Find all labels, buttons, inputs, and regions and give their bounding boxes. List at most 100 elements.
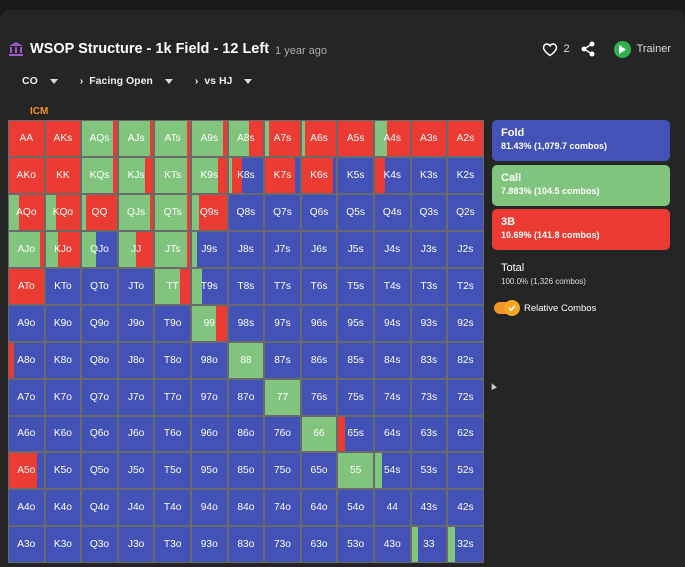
hand-cell[interactable]: A6s [300, 120, 338, 157]
hand-cell[interactable]: 72s [447, 378, 484, 416]
hand-cell[interactable]: J8s [227, 230, 265, 268]
toggle-switch[interactable] [494, 300, 520, 316]
hand-cell[interactable]: J4s [373, 230, 411, 268]
hand-cell[interactable]: AA [8, 120, 45, 157]
hand-cell[interactable]: A3o [8, 526, 45, 564]
hand-cell[interactable]: 53o [337, 526, 374, 564]
legend-fold[interactable]: Fold 81.43% (1,079.7 combos) [492, 120, 670, 161]
hand-cell[interactable]: QTs [154, 193, 191, 231]
hand-cell[interactable]: Q6o [81, 415, 118, 453]
hand-cell[interactable]: 98s [227, 304, 265, 342]
hand-cell[interactable]: KTo [44, 267, 82, 305]
hand-cell[interactable]: 76s [300, 378, 338, 416]
legend-call[interactable]: Call 7.883% (104.5 combos) [492, 164, 670, 206]
hand-cell[interactable]: T9s [190, 267, 228, 305]
hand-cell[interactable]: 74o [264, 489, 301, 527]
hand-cell[interactable]: 97s [264, 304, 301, 342]
hand-cell[interactable]: Q3s [410, 193, 448, 231]
hand-cell[interactable]: 42s [447, 489, 484, 527]
hand-cell[interactable]: 54s [373, 452, 411, 490]
trainer-button[interactable]: Trainer [613, 40, 671, 58]
hand-cell[interactable]: 75o [264, 452, 301, 490]
action-select[interactable]: › Facing Open [80, 75, 173, 87]
hand-cell[interactable]: A8o [8, 341, 45, 379]
hand-cell[interactable]: K3s [410, 156, 448, 194]
hand-cell[interactable]: 93s [410, 304, 448, 342]
position-select[interactable]: CO [22, 75, 58, 87]
hand-cell[interactable]: K6o [44, 415, 82, 453]
relative-combos-toggle[interactable]: Relative Combos [492, 300, 670, 316]
hand-cell[interactable]: JTo [117, 267, 155, 305]
hand-cell[interactable]: KQs [81, 156, 118, 194]
hand-cell[interactable]: K4s [373, 156, 411, 194]
icm-tab[interactable]: ICM [30, 106, 49, 117]
hand-cell[interactable]: 82s [447, 341, 484, 379]
hand-cell[interactable]: 32s [447, 526, 484, 564]
hand-cell[interactable]: 97o [190, 378, 228, 416]
hand-cell[interactable]: 98o [190, 341, 228, 379]
hand-cell[interactable]: 93o [190, 526, 228, 564]
hand-cell[interactable]: 53s [410, 452, 448, 490]
hand-cell[interactable]: 63s [410, 415, 448, 453]
versus-select[interactable]: › vs HJ [195, 75, 253, 87]
hand-cell[interactable]: 76o [264, 415, 301, 453]
hand-cell[interactable]: 87o [227, 378, 265, 416]
hand-cell[interactable]: J9o [117, 304, 155, 342]
hand-cell[interactable]: AKo [8, 156, 45, 194]
hand-cell[interactable]: A7s [264, 120, 301, 157]
hand-cell[interactable]: KJs [117, 156, 155, 194]
hand-cell[interactable]: T5o [154, 452, 191, 490]
hand-cell[interactable]: 94o [190, 489, 228, 527]
hand-cell[interactable]: K5s [337, 156, 374, 194]
hand-cell[interactable]: Q4s [373, 193, 411, 231]
hand-cell[interactable]: J3s [410, 230, 448, 268]
share-icon[interactable] [580, 41, 596, 57]
hand-cell[interactable]: 95o [190, 452, 228, 490]
hand-cell[interactable]: 44 [373, 489, 411, 527]
hand-cell[interactable]: TT [154, 267, 191, 305]
hand-cell[interactable]: A9s [190, 120, 228, 157]
hand-cell[interactable]: Q8o [81, 341, 118, 379]
hand-cell[interactable]: A9o [8, 304, 45, 342]
hand-cell[interactable]: Q5o [81, 452, 118, 490]
hand-cell[interactable]: Q5s [337, 193, 374, 231]
hand-cell[interactable]: ATo [8, 267, 45, 305]
hand-cell[interactable]: 74s [373, 378, 411, 416]
hand-cell[interactable]: KJo [44, 230, 82, 268]
hand-cell[interactable]: Q7s [264, 193, 301, 231]
hand-cell[interactable]: 83o [227, 526, 265, 564]
hand-cell[interactable]: K9s [190, 156, 228, 194]
hand-cell[interactable]: KK [44, 156, 82, 194]
hand-cell[interactable]: A6o [8, 415, 45, 453]
hand-cell[interactable]: A3s [410, 120, 448, 157]
hand-cell[interactable]: Q3o [81, 526, 118, 564]
hand-cell[interactable]: 64o [300, 489, 338, 527]
hand-cell[interactable]: KQo [44, 193, 82, 231]
hand-cell[interactable]: 77 [264, 378, 301, 416]
hand-cell[interactable]: 94s [373, 304, 411, 342]
hand-cell[interactable]: 55 [337, 452, 374, 490]
hand-cell[interactable]: K3o [44, 526, 82, 564]
hand-cell[interactable]: 85o [227, 452, 265, 490]
hand-cell[interactable]: 75s [337, 378, 374, 416]
hand-cell[interactable]: 54o [337, 489, 374, 527]
hand-cell[interactable]: QJo [81, 230, 118, 268]
hand-cell[interactable]: Q7o [81, 378, 118, 416]
hand-cell[interactable]: A2s [447, 120, 484, 157]
hand-cell[interactable]: J5s [337, 230, 374, 268]
hand-cell[interactable]: A7o [8, 378, 45, 416]
hand-cell[interactable]: Q6s [300, 193, 338, 231]
hand-cell[interactable]: QJs [117, 193, 155, 231]
hand-cell[interactable]: 43o [373, 526, 411, 564]
hand-cell[interactable]: Q8s [227, 193, 265, 231]
hand-cell[interactable]: T7o [154, 378, 191, 416]
hand-cell[interactable]: 84s [373, 341, 411, 379]
hand-cell[interactable]: J5o [117, 452, 155, 490]
hand-cell[interactable]: A8s [227, 120, 265, 157]
hand-cell[interactable]: JTs [154, 230, 191, 268]
hand-cell[interactable]: J3o [117, 526, 155, 564]
hand-cell[interactable]: J6o [117, 415, 155, 453]
hand-cell[interactable]: 33 [410, 526, 448, 564]
hand-cell[interactable]: T6s [300, 267, 338, 305]
hand-cell[interactable]: 65s [337, 415, 374, 453]
